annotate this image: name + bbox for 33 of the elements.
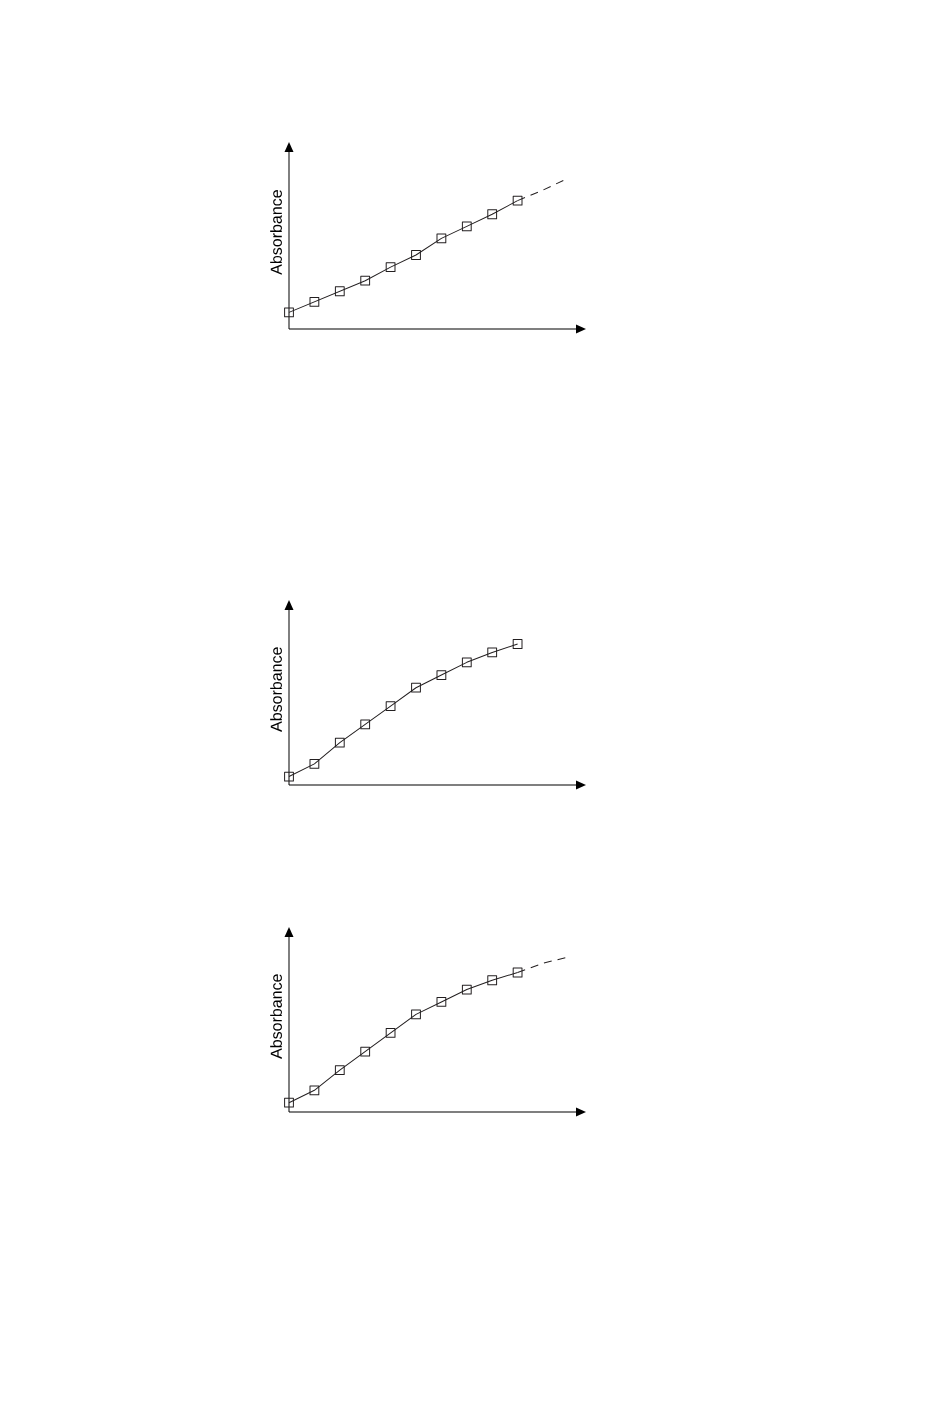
- point: [512, 967, 523, 978]
- point: [436, 997, 447, 1007]
- point: [284, 307, 294, 318]
- point: [385, 262, 396, 272]
- point: [309, 758, 320, 769]
- point: [411, 250, 421, 260]
- y-axis-title: Absorbance: [270, 190, 282, 275]
- point: [436, 233, 447, 244]
- point: [487, 647, 498, 658]
- point: [411, 682, 421, 693]
- point: [360, 719, 371, 730]
- y-axis-title: Absorbance: [270, 974, 282, 1059]
- point: [461, 657, 472, 668]
- point: [309, 296, 320, 307]
- point: [487, 975, 498, 986]
- point: [385, 701, 396, 711]
- point: [487, 209, 498, 220]
- point: [461, 221, 472, 232]
- y-axis-title: Absorbance: [270, 647, 282, 732]
- point: [334, 286, 345, 297]
- point: [512, 639, 523, 649]
- point: [334, 1065, 345, 1076]
- point: [360, 275, 371, 286]
- point: [360, 1046, 371, 1057]
- point: [284, 1097, 294, 1108]
- point: [284, 771, 294, 782]
- point: [385, 1028, 396, 1038]
- point: [512, 195, 523, 206]
- point: [461, 984, 472, 995]
- point: [334, 737, 345, 748]
- point: [411, 1009, 421, 1020]
- point: [309, 1085, 320, 1096]
- point: [436, 670, 447, 680]
